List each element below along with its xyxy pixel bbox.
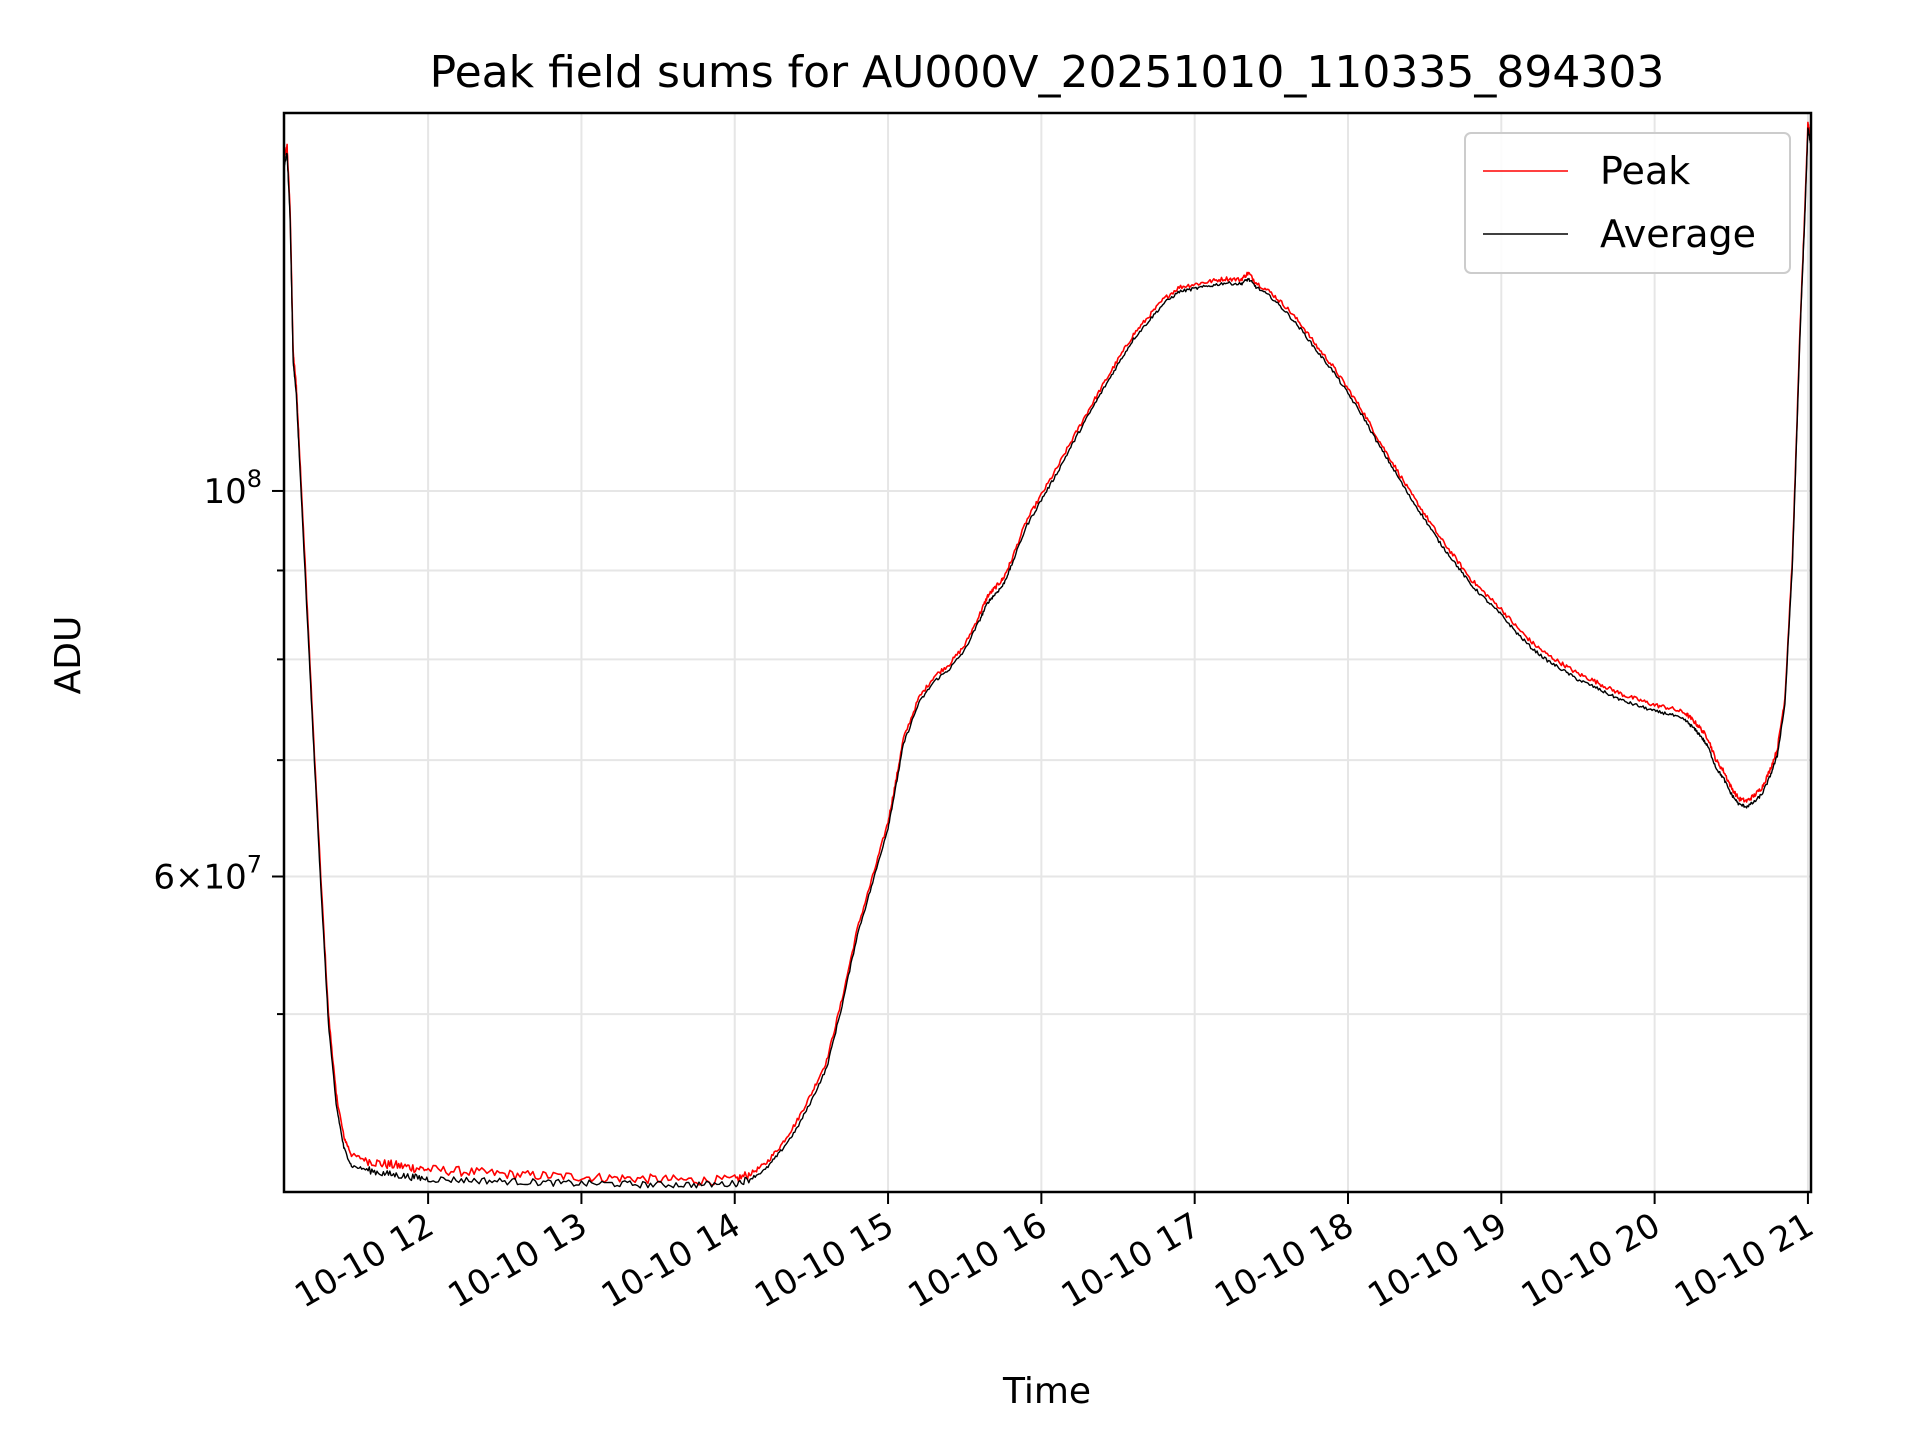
y-axis-label: ADU (48, 616, 89, 695)
legend-label-average: Average (1600, 212, 1756, 256)
series-line-average (283, 127, 1812, 1189)
legend-box (1464, 132, 1791, 274)
chart-title: Peak field sums for AU000V_20251010_1103… (430, 47, 1665, 98)
y-tick-label-base: 10 (203, 472, 246, 512)
y-tick-labels: 108 6×107 (153, 465, 262, 898)
y-tick-label: 108 (203, 465, 262, 512)
legend: Peak Average (1464, 132, 1791, 274)
y-tick-label: 6×107 (153, 850, 262, 897)
legend-label-peak: Peak (1600, 149, 1690, 193)
x-axis-label: Time (1002, 1371, 1091, 1412)
axis-ticks (272, 489, 1809, 1204)
y-tick-label-exponent: 7 (247, 850, 262, 878)
plot-frame (282, 111, 1813, 1194)
series-line-peak (283, 121, 1812, 1186)
y-tick-label-exponent: 8 (247, 465, 262, 493)
y-tick-label-base: 6×10 (153, 857, 246, 897)
series-layer (283, 121, 1812, 1189)
